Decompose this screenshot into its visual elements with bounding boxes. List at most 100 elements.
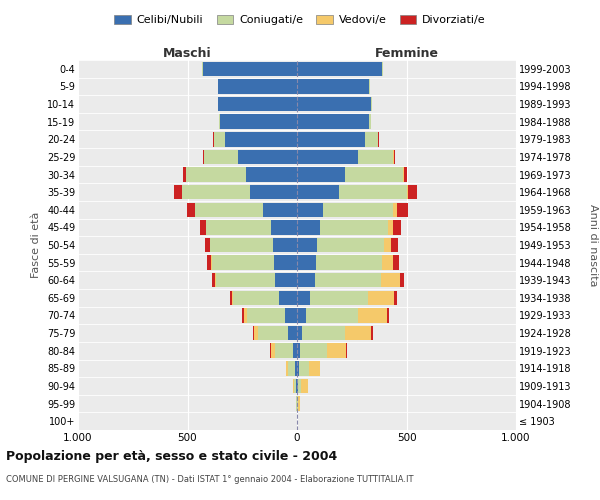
Bar [338, 185, 407, 200]
Bar [345, 326, 371, 340]
Bar [358, 308, 387, 322]
Bar [212, 256, 274, 270]
Bar [297, 132, 365, 146]
Bar [211, 238, 273, 252]
Bar [382, 273, 400, 287]
Bar [214, 132, 225, 146]
Bar [297, 273, 314, 287]
Bar [280, 290, 297, 305]
Bar [286, 361, 288, 376]
Text: COMUNE DI PERGINE VALSUGANA (TN) - Dati ISTAT 1° gennaio 2004 - Elaborazione TUT: COMUNE DI PERGINE VALSUGANA (TN) - Dati … [6, 475, 413, 484]
Bar [244, 308, 247, 322]
Bar [297, 79, 369, 94]
Text: Maschi: Maschi [163, 47, 212, 60]
Bar [394, 256, 399, 270]
Bar [204, 150, 238, 164]
Bar [297, 308, 306, 322]
Bar [299, 361, 308, 376]
Bar [297, 344, 300, 358]
Bar [316, 256, 382, 270]
Bar [397, 202, 407, 217]
Bar [242, 308, 244, 322]
Bar [300, 344, 326, 358]
Bar [275, 273, 297, 287]
Y-axis label: Fasce di età: Fasce di età [31, 212, 41, 278]
Bar [297, 326, 302, 340]
Bar [394, 220, 401, 234]
Bar [358, 150, 394, 164]
Bar [271, 344, 275, 358]
Bar [369, 114, 371, 129]
Bar [271, 220, 297, 234]
Bar [297, 290, 310, 305]
Bar [211, 256, 212, 270]
Bar [285, 308, 297, 322]
Bar [346, 344, 347, 358]
Bar [297, 114, 369, 129]
Bar [203, 150, 204, 164]
Bar [320, 220, 388, 234]
Bar [250, 185, 297, 200]
Bar [183, 168, 186, 181]
Bar [263, 202, 297, 217]
Bar [206, 220, 271, 234]
Bar [297, 220, 320, 234]
Y-axis label: Anni di nascita: Anni di nascita [588, 204, 598, 286]
Bar [371, 326, 373, 340]
Bar [297, 202, 323, 217]
Bar [368, 290, 394, 305]
Text: Femmine: Femmine [374, 47, 439, 60]
Bar [345, 168, 403, 181]
Bar [400, 273, 404, 287]
Bar [388, 220, 394, 234]
Bar [394, 150, 395, 164]
Bar [245, 168, 297, 181]
Bar [298, 378, 301, 393]
Bar [254, 326, 257, 340]
Bar [295, 361, 297, 376]
Bar [253, 326, 254, 340]
Bar [247, 308, 285, 322]
Bar [394, 290, 397, 305]
Bar [310, 290, 368, 305]
Bar [275, 344, 293, 358]
Bar [317, 238, 383, 252]
Bar [293, 344, 297, 358]
Bar [219, 114, 220, 129]
Bar [407, 185, 418, 200]
Bar [187, 168, 245, 181]
Bar [302, 326, 345, 340]
Bar [297, 150, 358, 164]
Bar [391, 238, 398, 252]
Bar [200, 220, 206, 234]
Bar [233, 290, 280, 305]
Bar [297, 185, 338, 200]
Bar [195, 202, 263, 217]
Bar [404, 168, 407, 181]
Bar [205, 238, 210, 252]
Bar [306, 308, 358, 322]
Bar [218, 97, 297, 112]
Bar [297, 97, 371, 112]
Bar [394, 202, 397, 217]
Bar [297, 378, 298, 393]
Bar [297, 238, 317, 252]
Bar [323, 202, 394, 217]
Bar [297, 62, 382, 76]
Bar [187, 202, 195, 217]
Bar [288, 361, 295, 376]
Bar [294, 378, 296, 393]
Bar [182, 185, 250, 200]
Bar [215, 273, 216, 287]
Bar [273, 238, 297, 252]
Bar [298, 396, 299, 411]
Bar [387, 308, 389, 322]
Bar [216, 273, 275, 287]
Bar [382, 256, 394, 270]
Bar [225, 132, 297, 146]
Bar [314, 273, 382, 287]
Bar [365, 132, 378, 146]
Bar [230, 290, 232, 305]
Text: Popolazione per età, sesso e stato civile - 2004: Popolazione per età, sesso e stato civil… [6, 450, 337, 463]
Legend: Celibi/Nubili, Coniugati/e, Vedovi/e, Divorziati/e: Celibi/Nubili, Coniugati/e, Vedovi/e, Di… [110, 10, 490, 30]
